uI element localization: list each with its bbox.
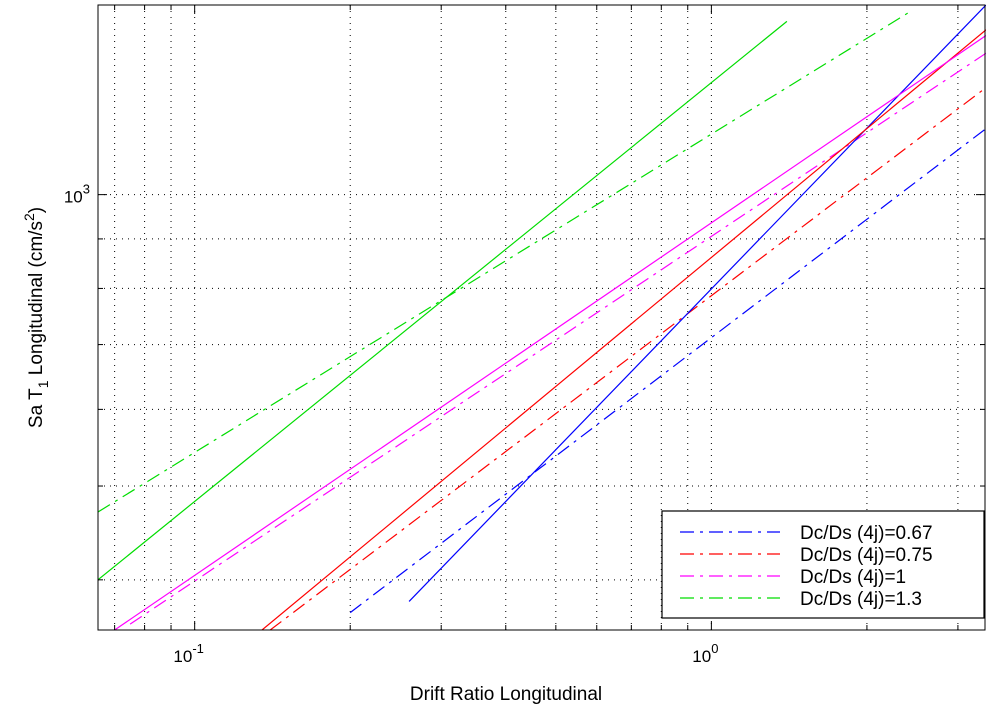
x-tick-label: 10-1 [173, 641, 203, 666]
x-tick-label: 100 [692, 641, 718, 666]
y-axis-title: Sa T1 Longitudinal (cm/s2) [21, 207, 51, 428]
series-line-dashdot-1 [269, 87, 986, 630]
tick-labels: 10-1 100 103 [64, 182, 719, 666]
legend-label: Dc/Ds (4j)=0.75 [800, 545, 933, 566]
grid [98, 5, 986, 630]
legend-label: Dc/Ds (4j)=0.67 [800, 523, 933, 544]
legend-label: Dc/Ds (4j)=1.3 [800, 589, 922, 610]
legend-label: Dc/Ds (4j)=1 [800, 567, 906, 588]
series-line-dashdot-3 [98, 12, 909, 513]
series-line-dashdot-2 [129, 52, 986, 625]
series-line-solid-4 [408, 5, 986, 602]
y-tick-label: 103 [64, 182, 90, 207]
plot-frame [97, 4, 986, 631]
x-axis-title: Drift Ratio Longitudinal [410, 684, 602, 705]
plot-lines [98, 5, 986, 630]
series-line-dashdot-0 [349, 128, 986, 614]
series-line-solid-5 [261, 29, 986, 630]
series-line-solid-7 [98, 20, 788, 581]
axis-ticks [98, 5, 985, 630]
series-line-solid-6 [114, 35, 986, 630]
legend-box [661, 510, 985, 619]
